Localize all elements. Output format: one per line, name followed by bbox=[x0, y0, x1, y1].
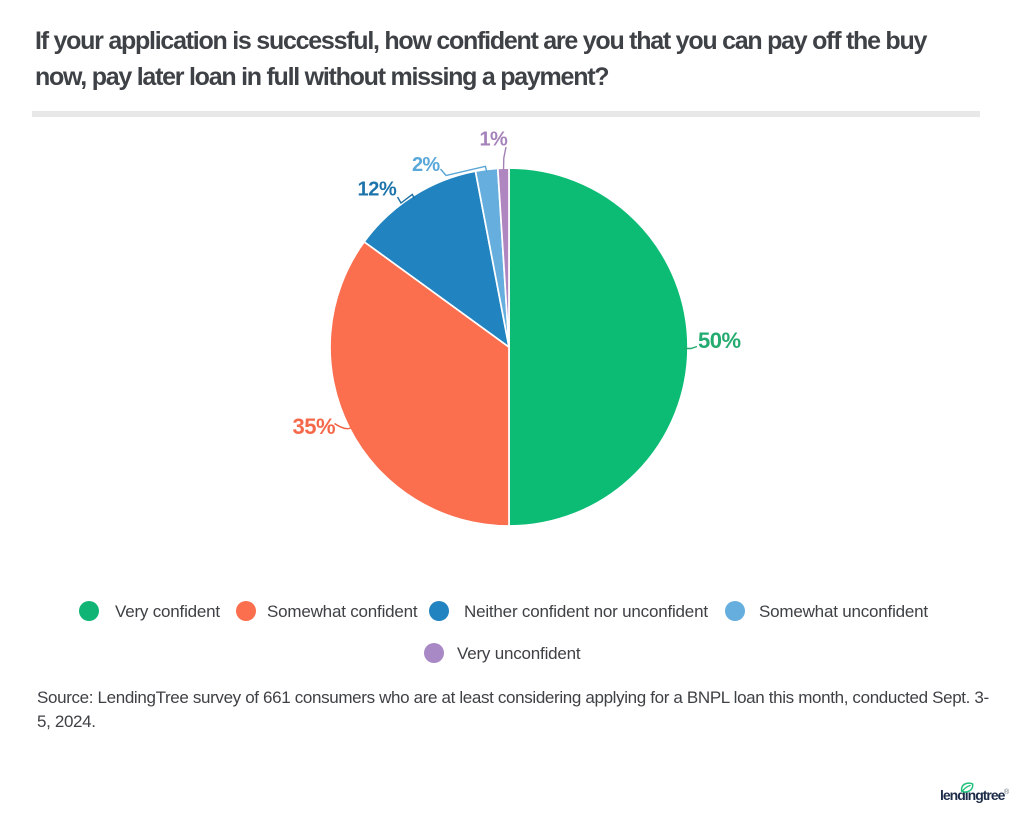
svg-text:1%: 1% bbox=[480, 129, 509, 151]
svg-text:35%: 35% bbox=[293, 414, 336, 439]
svg-text:2%: 2% bbox=[412, 154, 440, 176]
svg-text:50%: 50% bbox=[698, 328, 741, 353]
svg-text:12%: 12% bbox=[358, 179, 397, 201]
